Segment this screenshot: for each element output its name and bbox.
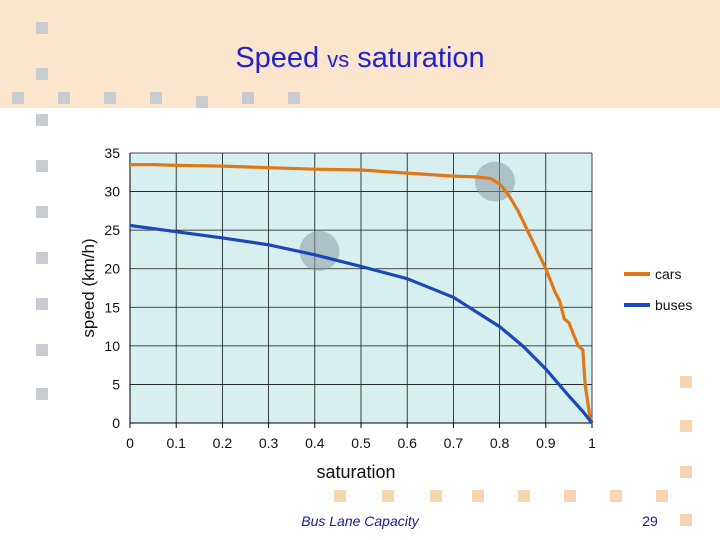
y-tick-label: 20	[104, 261, 120, 277]
header-band	[0, 0, 720, 108]
x-tick-label: 0.9	[536, 435, 556, 451]
deco-square	[36, 68, 48, 80]
y-tick-label: 25	[104, 222, 120, 238]
deco-square	[680, 514, 692, 526]
deco-square	[656, 490, 668, 502]
y-tick-label: 15	[104, 299, 120, 315]
y-tick-label: 30	[104, 184, 120, 200]
page-number: 29	[642, 513, 658, 529]
deco-square	[36, 114, 48, 126]
legend-label-buses: buses	[655, 297, 692, 313]
deco-square	[564, 490, 576, 502]
highlight-marker	[299, 230, 340, 271]
deco-square	[150, 92, 162, 104]
title-main: Speed	[235, 42, 328, 74]
x-tick-label: 0.5	[351, 435, 371, 451]
deco-square	[242, 92, 254, 104]
deco-square	[196, 96, 208, 108]
y-tick-label: 35	[104, 145, 120, 161]
x-tick-label: 0.8	[490, 435, 510, 451]
x-tick-label: 0.7	[444, 435, 464, 451]
deco-square	[104, 92, 116, 104]
legend-label-cars: cars	[655, 266, 681, 282]
deco-square	[36, 388, 48, 400]
y-axis-label: speed (km/h)	[79, 238, 98, 337]
x-tick-label: 0	[126, 435, 134, 451]
deco-square	[12, 92, 24, 104]
deco-square	[36, 344, 48, 356]
x-tick-label: 1	[588, 435, 596, 451]
deco-square	[382, 490, 394, 502]
deco-square	[58, 92, 70, 104]
deco-square	[36, 206, 48, 218]
deco-square	[518, 490, 530, 502]
y-tick-label: 0	[112, 415, 120, 431]
y-tick-label: 5	[112, 376, 120, 392]
deco-square	[36, 298, 48, 310]
slide-title: Speed vs saturation	[0, 42, 720, 75]
deco-square	[430, 490, 442, 502]
title-vs: vs	[327, 47, 350, 72]
deco-square	[680, 420, 692, 432]
title-end: saturation	[349, 42, 485, 74]
series-line-cars	[130, 163, 594, 424]
deco-square	[472, 490, 484, 502]
x-tick-label: 0.2	[213, 435, 233, 451]
deco-square	[680, 376, 692, 388]
deco-square	[680, 466, 692, 478]
deco-square	[36, 160, 48, 172]
deco-square	[610, 490, 622, 502]
deco-square	[334, 490, 346, 502]
deco-square	[36, 252, 48, 264]
series-line-buses	[129, 223, 594, 424]
footer-caption: Bus Lane Capacity	[301, 513, 419, 529]
x-axis-label: saturation	[316, 462, 395, 482]
deco-square	[36, 22, 48, 34]
x-tick-label: 0.4	[305, 435, 325, 451]
deco-square	[288, 92, 300, 104]
x-tick-label: 0.6	[397, 435, 417, 451]
x-tick-label: 0.3	[259, 435, 279, 451]
x-tick-label: 0.1	[166, 435, 186, 451]
y-tick-label: 10	[104, 338, 120, 354]
